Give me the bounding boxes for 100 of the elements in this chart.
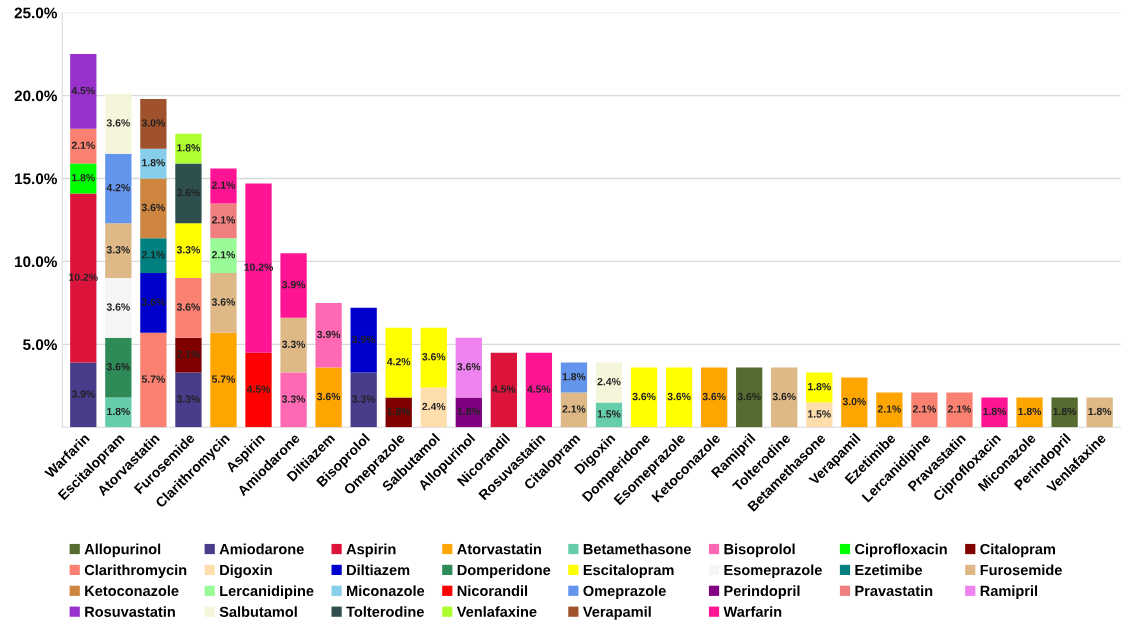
data-label: 2.1% (877, 405, 901, 413)
bar (1016, 397, 1043, 428)
data-label: 3.6% (632, 392, 656, 401)
bar (175, 278, 202, 338)
data-label: 3.0% (141, 119, 165, 127)
bar (210, 203, 237, 239)
bar (70, 54, 97, 129)
bar (665, 367, 693, 428)
legend-label: Salbutamol (219, 606, 297, 617)
bar (771, 367, 798, 428)
data-label: 1.8% (983, 407, 1007, 416)
bar (210, 168, 237, 204)
data-label: 1.8% (1018, 407, 1042, 416)
bar (560, 392, 588, 428)
legend-label: Warfarin (723, 606, 782, 617)
bar (490, 352, 517, 428)
bar (175, 163, 202, 224)
data-label: 4.2% (106, 183, 130, 192)
legend-label: Verapamil (582, 606, 651, 620)
bar (350, 307, 377, 373)
bar (105, 153, 132, 224)
bar (946, 392, 973, 428)
data-label: 5.7% (211, 375, 236, 383)
bar (595, 362, 623, 403)
data-label: 1.5% (808, 410, 831, 418)
bar (315, 302, 342, 368)
legend-label: Nicorandil (457, 585, 528, 597)
data-label: 1.8% (457, 407, 481, 416)
bar (105, 397, 132, 428)
legend-label: Ketoconazole (85, 585, 179, 597)
bar (245, 352, 272, 428)
legend-label: Omeprazole (583, 585, 666, 599)
bar (140, 178, 167, 239)
bar (105, 223, 132, 279)
legend-label: Escitalopram (583, 564, 674, 579)
data-label: 3.9% (352, 335, 376, 344)
legend-label: Betamethasone (583, 543, 691, 555)
data-label: 2.1% (912, 405, 937, 413)
data-label: 1.8% (808, 382, 831, 391)
legend-label: Perindopril (724, 585, 800, 599)
data-label: 1.8% (387, 407, 411, 416)
data-label: 3.6% (422, 353, 446, 361)
data-label: 2.4% (422, 402, 446, 411)
bar (140, 238, 167, 274)
data-label: 3.6% (211, 298, 236, 306)
data-label: 5.7% (141, 375, 165, 383)
data-label: 1.5% (597, 410, 621, 418)
bar (140, 332, 167, 428)
data-label: 3.3% (352, 395, 376, 403)
bar (175, 223, 202, 279)
bar (911, 392, 938, 428)
bar (736, 367, 763, 428)
data-label: 2.4% (597, 377, 621, 386)
data-label: 2.1% (71, 141, 95, 149)
data-label: 2.1% (211, 181, 236, 189)
y-tick-label: 25.0% (14, 7, 57, 19)
bar (105, 93, 132, 154)
data-label: 1.8% (1053, 407, 1077, 416)
data-label: 3.6% (141, 203, 165, 212)
bar (105, 337, 132, 398)
legend-label: Rosuvastatin (85, 606, 175, 617)
data-label: 3.9% (281, 280, 306, 289)
bar (280, 372, 307, 428)
bar (105, 278, 132, 338)
bar (841, 377, 868, 428)
legend-label: Clarithromycin (84, 564, 187, 579)
legend-label: Amiodarone (219, 543, 304, 555)
bar (455, 337, 482, 398)
bar (280, 253, 307, 318)
data-label: 1.8% (142, 159, 165, 167)
bar (140, 148, 167, 179)
bar (280, 317, 307, 373)
legend-label: Furosemide (980, 564, 1062, 576)
data-label: 3.6% (106, 303, 130, 311)
data-label: 2.1% (562, 405, 586, 413)
data-label: 3.3% (106, 246, 130, 254)
bar (1086, 397, 1113, 428)
bar (210, 273, 237, 333)
data-label: 3.6% (106, 119, 130, 127)
legend-label: Atorvastatin (457, 543, 541, 555)
legend-label: Venlafaxine (456, 606, 537, 617)
data-label: 3.6% (772, 392, 796, 401)
bar (70, 128, 97, 164)
data-label: 3.3% (281, 340, 306, 348)
y-tick-label: 5.0% (23, 339, 57, 351)
data-label: 3.6% (141, 298, 165, 306)
data-label: 3.6% (702, 392, 726, 401)
data-label: 3.6% (106, 362, 130, 371)
data-label: 3.6% (667, 392, 691, 401)
bar (525, 352, 553, 428)
bar (630, 367, 658, 428)
legend-label: Esomeprazole (724, 564, 822, 579)
data-label: 1.8% (562, 372, 586, 381)
data-label: 3.9% (71, 390, 95, 398)
data-label: 3.6% (176, 303, 201, 311)
bar (1051, 397, 1078, 428)
legend-label: Ramipril (980, 585, 1038, 599)
legend-label: Allopurinol (84, 543, 161, 558)
data-label: 3.0% (842, 397, 866, 406)
data-label: 2.1% (141, 251, 165, 259)
